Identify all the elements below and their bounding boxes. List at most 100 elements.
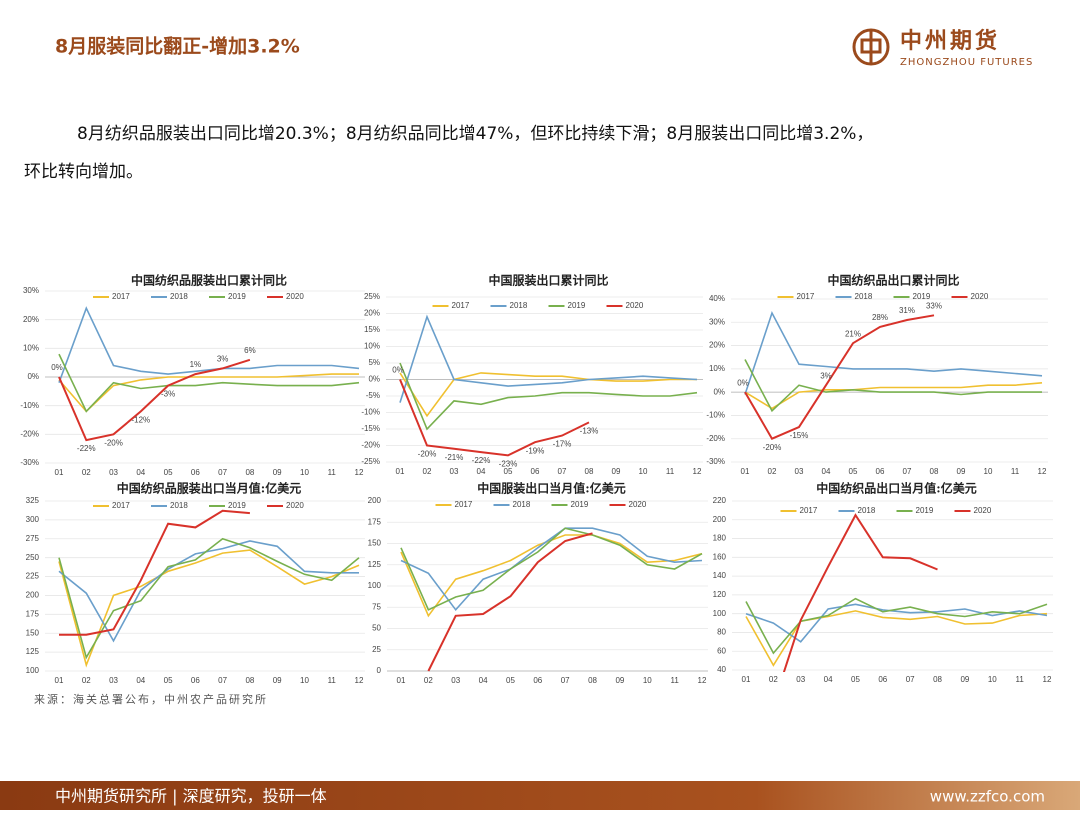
x-tick-label: 08: [585, 467, 594, 476]
y-tick-label: 40%: [709, 294, 725, 303]
y-tick-label: 200: [368, 496, 382, 505]
x-tick-label: 01: [55, 468, 64, 477]
x-tick-label: 09: [612, 467, 621, 476]
x-tick-label: 01: [742, 675, 751, 684]
legend-label: 2020: [286, 501, 304, 510]
data-label: 6%: [244, 346, 256, 355]
series-line: [59, 509, 250, 636]
y-tick-label: -30%: [20, 458, 39, 467]
legend-label: 2019: [571, 500, 589, 509]
slide-title: 8月服装同比翻正-增加3.2%: [55, 35, 300, 58]
x-tick-label: 12: [698, 676, 707, 685]
series-line: [744, 359, 1042, 413]
y-tick-label: 100: [368, 581, 382, 590]
y-tick-label: 150: [26, 628, 40, 637]
series-line: [400, 534, 703, 618]
y-tick-label: -20%: [361, 441, 380, 450]
x-tick-label: 03: [796, 675, 805, 684]
legend-label: 2019: [913, 292, 931, 301]
series-line: [399, 379, 590, 457]
logo-name: 中州期货: [900, 28, 1000, 54]
y-tick-label: 25: [372, 645, 381, 654]
x-tick-label: 08: [933, 675, 942, 684]
x-tick-label: 06: [191, 676, 200, 685]
series-line: [58, 549, 360, 668]
chart-title: 中国纺织品出口累计同比: [827, 273, 959, 288]
chart-title: 中国纺织品出口当月值:亿美元: [816, 481, 976, 496]
chart: 中国服装出口累计同比 -25% -20% -15% -10% -5% 0% 5% 10% 15% 2…: [361, 273, 703, 476]
data-label: -23%: [499, 460, 518, 469]
series-line: [58, 353, 360, 413]
footer-url: www.zzfco.com: [930, 788, 1045, 806]
chart-title: 中国服装出口当月值:亿美元: [477, 481, 625, 496]
y-tick-label: 10%: [709, 364, 725, 373]
x-tick-label: 11: [666, 467, 675, 476]
data-label: -20%: [763, 443, 782, 452]
series-line: [744, 382, 1043, 410]
x-tick-label: 03: [451, 676, 460, 685]
data-label: -3%: [161, 390, 175, 399]
x-tick-label: 04: [479, 676, 488, 685]
data-label: -19%: [526, 446, 545, 455]
y-tick-label: -25%: [361, 457, 380, 466]
x-tick-label: 12: [693, 467, 702, 476]
chart: 中国纺织品服装出口累计同比 -30% -20% -10% 0% 10% 20% 30% 01 02…: [20, 273, 365, 477]
y-tick-label: 5%: [368, 358, 380, 367]
legend-label: 2018: [855, 292, 873, 301]
y-tick-label: -10%: [706, 411, 725, 420]
y-tick-label: 220: [713, 496, 727, 505]
data-label: -12%: [131, 416, 150, 425]
x-tick-label: 07: [218, 468, 227, 477]
legend-label: 2019: [916, 506, 934, 515]
data-label: 3%: [820, 371, 832, 380]
x-tick-label: 06: [191, 468, 200, 477]
x-tick-label: 08: [930, 467, 939, 476]
data-label: 31%: [899, 306, 915, 315]
data-label: -13%: [580, 427, 599, 436]
x-tick-label: 11: [1015, 675, 1024, 684]
x-tick-label: 10: [300, 676, 309, 685]
y-tick-label: 0%: [368, 375, 380, 384]
series-line: [58, 540, 359, 643]
x-tick-label: 05: [849, 467, 858, 476]
legend-label: 2018: [858, 506, 876, 515]
x-tick-label: 04: [136, 676, 145, 685]
legend-label: 2018: [513, 500, 531, 509]
x-tick-label: 09: [273, 676, 282, 685]
y-tick-label: 0%: [713, 387, 725, 396]
x-tick-label: 06: [533, 676, 542, 685]
y-tick-label: 0%: [27, 372, 39, 381]
series-line: [782, 513, 938, 672]
data-label: -20%: [418, 450, 437, 459]
x-tick-label: 09: [960, 675, 969, 684]
data-label: -20%: [104, 438, 123, 447]
x-tick-label: 09: [273, 468, 282, 477]
x-tick-label: 02: [768, 467, 777, 476]
x-tick-label: 08: [588, 676, 597, 685]
x-tick-label: 12: [1043, 675, 1052, 684]
x-tick-label: 07: [903, 467, 912, 476]
y-tick-label: 10%: [23, 343, 39, 352]
x-tick-label: 04: [824, 675, 833, 684]
y-tick-label: 175: [368, 517, 382, 526]
x-tick-label: 08: [245, 676, 254, 685]
y-tick-label: 125: [368, 560, 382, 569]
logo-subtitle: ZHONGZHOU FUTURES: [900, 57, 1033, 68]
x-tick-label: 05: [851, 675, 860, 684]
y-tick-label: 200: [713, 515, 727, 524]
chart-title: 中国服装出口累计同比: [488, 273, 608, 288]
y-tick-label: 225: [26, 572, 40, 581]
legend-label: 2017: [455, 500, 473, 509]
y-tick-label: 100: [26, 666, 40, 675]
chart: 中国服装出口当月值:亿美元 0 25 50 75 100 125 150 175 200 01 02 0…: [368, 481, 708, 685]
y-tick-label: 40: [717, 665, 726, 674]
x-tick-label: 11: [1011, 467, 1020, 476]
x-tick-label: 12: [355, 676, 364, 685]
legend-label: 2019: [228, 501, 246, 510]
series-line: [427, 532, 593, 672]
x-tick-label: 01: [397, 676, 406, 685]
legend-label: 2018: [170, 501, 188, 510]
x-tick-label: 07: [906, 675, 915, 684]
x-tick-label: 09: [615, 676, 624, 685]
